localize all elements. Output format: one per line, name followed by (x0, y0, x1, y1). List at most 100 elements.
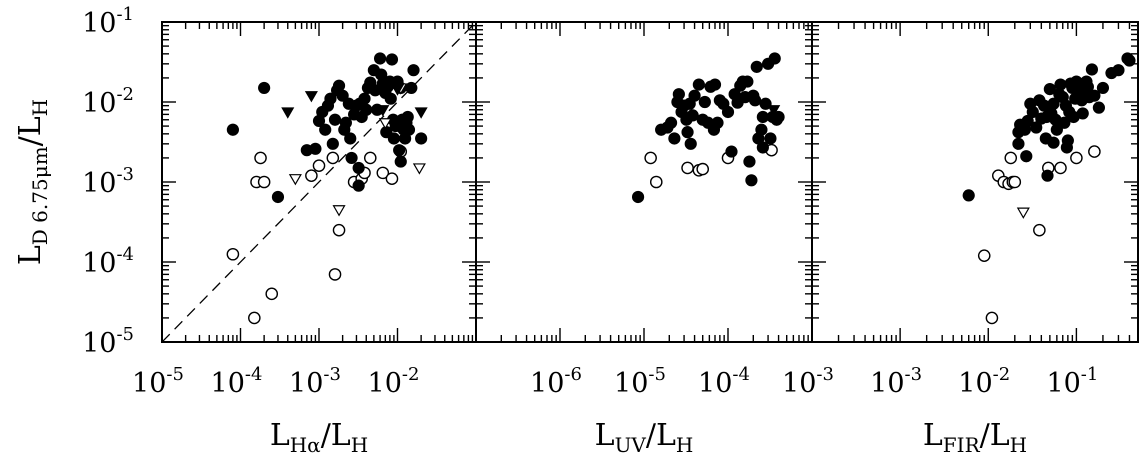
open-triangle-point (332, 205, 346, 217)
open-circle-point (1088, 145, 1101, 158)
y-tick-label: 10-5 (82, 324, 134, 359)
filled-circle-point (664, 116, 678, 129)
open-circle-point (644, 151, 657, 165)
filled-circle-point (672, 88, 685, 101)
open-circle-point (681, 161, 694, 175)
y-tick-label: 10-4 (82, 244, 134, 279)
filled-circle-point (402, 123, 416, 136)
filled-circle-point (324, 92, 337, 105)
open-circle-point (1054, 161, 1067, 175)
x-tick-label: 10-5 (614, 364, 666, 399)
panel-frame (811, 21, 1139, 343)
filled-circle-point (1047, 136, 1060, 149)
filled-circle-point (745, 174, 758, 187)
x-axis-label: LUV/LH (595, 418, 694, 457)
filled-circle-point (686, 109, 699, 122)
filled-circle-point (668, 132, 681, 145)
filled-circle-point (1112, 64, 1125, 77)
open-circle-point (1070, 151, 1083, 165)
panel-3: 10-3 10-2 10-1 LFIR/LH (811, 21, 1139, 457)
filled-circle-point (384, 92, 397, 105)
filled-circle-point (1085, 63, 1099, 76)
open-circle-point (696, 162, 710, 176)
x-tick-label: 10-4 (698, 364, 750, 399)
filled-circle-point (415, 132, 428, 145)
filled-circle-point (764, 132, 777, 145)
filled-circle-point (373, 52, 387, 65)
filled-circle-point (631, 190, 645, 204)
y-tick-label: 10-1 (82, 4, 134, 39)
filled-circle-point (1096, 81, 1110, 95)
open-circle-point (376, 166, 390, 180)
open-circle-point (257, 175, 271, 189)
open-circle-point (265, 287, 279, 301)
filled-circle-point (768, 52, 781, 65)
x-tick-label: 10-3 (782, 364, 834, 399)
filled-triangle-point (281, 107, 295, 119)
open-circle-point (363, 151, 377, 165)
filled-circle-point (1012, 137, 1025, 150)
one-to-one-line (162, 22, 476, 342)
filled-circle-point (258, 81, 271, 95)
filled-circle-point (741, 75, 754, 88)
filled-circle-point (684, 137, 697, 150)
filled-circle-point (1088, 89, 1101, 102)
filled-circle-point (407, 64, 420, 77)
filled-circle-point (345, 151, 358, 165)
open-circle-point (1004, 151, 1018, 165)
open-circle-point (305, 169, 318, 182)
open-triangle-point (288, 174, 302, 186)
filled-circle-point (743, 155, 756, 168)
filled-circle-point (344, 132, 357, 145)
filled-circle-point (962, 189, 975, 202)
filled-triangle-point (376, 105, 390, 117)
filled-circle-point (725, 145, 738, 158)
open-circle-point (977, 249, 991, 262)
filled-circle-point (326, 137, 339, 150)
open-circle-point (985, 311, 999, 325)
filled-circle-point (721, 105, 735, 119)
y-axis-label: LD 6.75μm/LH (13, 99, 52, 265)
filled-circle-point (1020, 150, 1033, 163)
filled-circle-point (1123, 54, 1136, 67)
x-tick-label: 10-3 (289, 364, 341, 399)
open-circle-point (1008, 175, 1022, 189)
filled-circle-point (387, 132, 401, 145)
filled-circle-point (352, 179, 365, 192)
x-axis-label: LFIR/LH (923, 418, 1027, 457)
filled-circle-point (1058, 116, 1071, 129)
filled-circle-point (1061, 134, 1074, 147)
filled-triangle-point (390, 84, 405, 96)
filled-circle-point (748, 94, 762, 107)
filled-circle-point (1054, 78, 1067, 91)
filled-circle-point (360, 103, 373, 116)
filled-circle-point (692, 78, 705, 91)
filled-circle-point (1021, 114, 1034, 128)
filled-circle-point (1076, 107, 1089, 120)
filled-circle-point (1047, 97, 1060, 110)
filled-circle-point (358, 92, 371, 105)
filled-circle-point (1041, 169, 1054, 182)
x-tick-label: 10-3 (870, 364, 922, 399)
open-circle-point (254, 151, 267, 165)
x-tick-label: 10-2 (958, 364, 1010, 399)
filled-circle-point (708, 78, 722, 91)
x-tick-label: 10-5 (132, 364, 184, 399)
x-axis-label: LHα/LH (270, 418, 368, 457)
open-circle-point (1033, 223, 1046, 237)
filled-circle-point (401, 110, 414, 124)
open-triangle-point (412, 163, 426, 175)
filled-circle-point (756, 141, 769, 154)
open-triangle-point (378, 118, 392, 130)
panel-2: 10-6 10-5 10-4 10-3 LUV/LH (475, 21, 834, 457)
open-circle-point (326, 151, 340, 165)
panel-1: 10-5 10-4 10-3 10-2 10-5 10-4 10-3 10-2 10-1 LHα/… (13, 4, 477, 457)
filled-circle-point (336, 89, 349, 102)
filled-circle-point (328, 113, 342, 126)
y-tick-label: 10-2 (82, 84, 134, 119)
filled-circle-point (1026, 105, 1039, 119)
open-circle-point (385, 172, 399, 185)
data-points (631, 52, 785, 204)
filled-circle-point (352, 161, 365, 175)
